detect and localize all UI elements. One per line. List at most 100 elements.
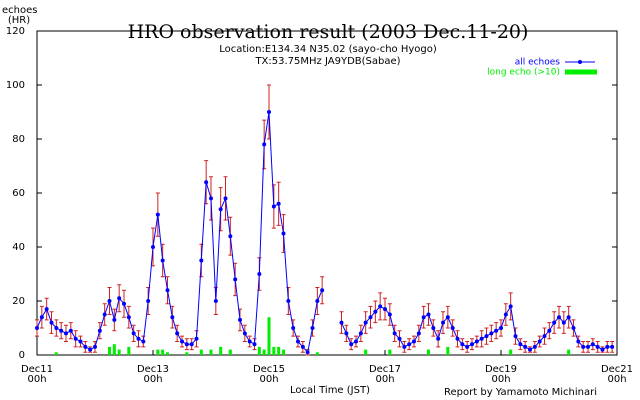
echo-point [416,331,421,336]
echo-point [204,180,209,185]
echo-point [445,315,450,320]
echo-point [180,339,184,344]
echo-point [88,347,93,352]
echo-point [354,339,358,344]
echo-point [528,347,532,352]
long-echo-bar [427,349,430,355]
echo-point [233,277,238,282]
long-echo-bar [219,346,223,355]
echo-point [586,344,590,349]
echo-point [267,110,271,114]
echo-point [83,344,88,349]
echo-point [499,326,503,330]
echo-point [387,312,392,317]
echo-point [238,317,242,322]
echo-point [141,339,146,344]
echo-point [78,339,83,344]
echo-point [460,342,465,347]
echo-point [131,331,136,336]
echo-point [136,336,141,341]
echo-point [107,299,112,303]
echo-point [489,331,494,336]
echo-point [305,350,310,355]
echo-point [194,336,199,341]
echo-point [441,320,445,325]
echo-point [300,344,305,349]
x-tick-label: Dec21 00h [600,364,634,385]
long-echo-bar [54,352,58,355]
long-echo-bar [127,346,131,355]
echo-point [412,339,416,344]
echo-point [581,344,586,349]
echo-point [44,307,49,312]
echo-point [257,272,262,276]
echo-point [59,328,64,333]
long-echo-bar [166,352,169,355]
echo-point [218,207,223,212]
echo-point [542,334,547,339]
long-echo-bar [567,349,571,355]
echo-point [605,344,610,349]
long-echo-bar [185,352,189,355]
x-tick-label: Dec17 00h [368,364,402,385]
echo-point [576,339,581,344]
echo-point [392,331,397,336]
echo-point [286,299,291,303]
echo-point [552,320,557,325]
echo-point [523,344,528,349]
echo-point [199,258,204,263]
echo-point [281,231,286,236]
echo-point [378,304,383,309]
long-echo-bar [388,349,392,355]
echo-point [474,339,479,344]
echo-point [532,344,537,349]
echo-point [349,342,354,347]
echo-point [315,299,320,303]
echo-point [610,344,615,349]
echo-point [518,342,523,347]
echo-point [155,212,160,217]
echo-point [64,331,68,336]
echo-point [213,299,218,303]
echo-point [35,326,39,330]
long-echo-bar [228,349,232,355]
echo-point [402,344,407,349]
y-tick-label: 40 [12,242,25,253]
echo-line [36,111,613,354]
echo-point [600,347,605,352]
long-echo-bar [272,346,276,355]
echo-point [358,331,363,336]
echo-point [291,326,296,330]
echo-point [465,344,470,349]
x-tick-label: Dec19 00h [484,364,518,385]
echo-point [470,342,474,347]
legend-swatch [565,69,597,75]
echo-point [320,288,325,293]
echo-point [383,307,387,312]
echo-point [276,201,281,206]
long-echo-bar [161,349,165,355]
echo-point [262,142,267,147]
long-echo-bar [282,349,285,355]
y-axis-label: echoes (HR) [2,5,38,26]
echo-point [126,315,131,320]
echo-point [339,320,344,325]
credit: Report by Yamamoto Michinari [444,387,597,398]
echo-point [590,342,595,347]
echo-point [151,245,155,249]
echo-point [561,320,566,325]
y-tick-label: 120 [6,26,25,37]
y-tick-label: 20 [12,296,25,307]
long-echo-bar [277,346,281,355]
legend-label: all echoes [515,58,561,68]
echo-point [296,339,300,344]
echo-point [165,288,170,293]
legend-label: long echo (>10) [487,68,560,78]
echo-point [503,312,508,317]
echo-point [373,309,378,314]
echo-point [571,326,576,330]
y-tick-label: 80 [12,134,25,145]
long-echo-bar [156,349,160,355]
